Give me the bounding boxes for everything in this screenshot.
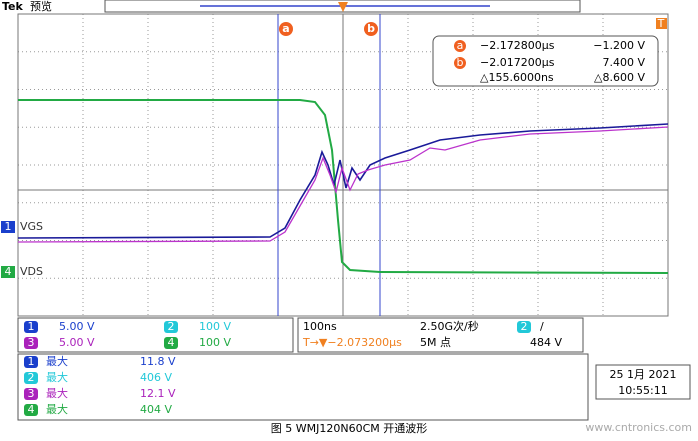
- cursor-b-label: b: [367, 22, 375, 35]
- trigger-marker: T: [657, 17, 665, 30]
- ch1-marker: [1, 221, 15, 233]
- delta-volt: △8.600 V: [594, 71, 645, 84]
- trigger-slope: /: [540, 320, 544, 333]
- vgs2-wave: [17, 126, 669, 243]
- ch1-num: 1: [5, 220, 12, 233]
- a-volt: −1.200 V: [593, 39, 645, 52]
- readout-b-badge: b: [457, 56, 464, 69]
- scale-value: 5.00 V: [59, 320, 95, 333]
- vgs-wave: [17, 123, 669, 239]
- meas-num: 4: [28, 403, 35, 416]
- ch1-name: VGS: [20, 220, 43, 233]
- trigger-channel: 2: [521, 320, 528, 333]
- b-volt: 7.400 V: [602, 56, 645, 69]
- meas-num: 2: [28, 371, 35, 384]
- delta-time: △155.6000ns: [480, 71, 554, 84]
- meas-label: 最大: [46, 354, 68, 368]
- meas-value: 404 V: [140, 403, 172, 416]
- meas-value: 12.1 V: [140, 387, 176, 400]
- scale-badge: [24, 337, 38, 349]
- meas-label: 最大: [46, 402, 68, 416]
- mode: 预览: [30, 0, 52, 13]
- ch4-name: VDS: [20, 265, 43, 278]
- meas-badge: [24, 404, 38, 416]
- b-time: −2.017200µs: [480, 56, 555, 69]
- trigger-position: T→▼−2.073200µs: [302, 336, 402, 349]
- cursor-b-badge: [364, 22, 378, 36]
- measure-panel: [17, 353, 589, 421]
- meas-num: 1: [28, 355, 35, 368]
- date: 25 1月 2021: [610, 368, 677, 381]
- ch4-num: 4: [5, 265, 12, 278]
- meas-value: 11.8 V: [140, 355, 176, 368]
- meas-badge: [24, 356, 38, 368]
- horizontal: 100ns: [303, 320, 337, 333]
- scale-panel: [17, 317, 294, 353]
- cursor-a-badge: [279, 22, 293, 36]
- scale-value: 5.00 V: [59, 336, 95, 349]
- ch4-marker: [1, 266, 15, 278]
- datetime-panel: [595, 364, 691, 400]
- scale-badge: [164, 321, 178, 333]
- brand: Tek: [2, 0, 24, 13]
- scale-badge: [24, 321, 38, 333]
- meas-num: 3: [28, 387, 35, 400]
- record-length: 5M 点: [420, 336, 451, 349]
- scale-num: 3: [28, 336, 35, 349]
- trigger-level: 484 V: [530, 336, 562, 349]
- trigger-pos: [338, 2, 348, 12]
- meas-value: 406 V: [140, 371, 172, 384]
- caption: 图 5 WMJ120N60CM 开通波形: [271, 422, 428, 435]
- scale-value: 100 V: [199, 320, 231, 333]
- meas-badge: [24, 372, 38, 384]
- time: 10:55:11: [618, 384, 667, 397]
- cursor-readout: [432, 35, 659, 87]
- meas-badge: [24, 388, 38, 400]
- scale-value: 100 V: [199, 336, 231, 349]
- readout-a-badge: a: [457, 39, 464, 52]
- a-time: −2.172800µs: [480, 39, 555, 52]
- meas-label: 最大: [46, 370, 68, 384]
- timebase-panel: [297, 317, 584, 353]
- scale-num: 2: [168, 320, 175, 333]
- scale-num: 1: [28, 320, 35, 333]
- cursor-a-label: a: [282, 22, 289, 35]
- watermark: www.cntronics.com: [585, 421, 692, 434]
- meas-label: 最大: [46, 386, 68, 400]
- scale-num: 4: [168, 336, 175, 349]
- vds-wave: [18, 99, 669, 274]
- trigger-level-badge: [656, 18, 667, 29]
- scale-badge: [164, 337, 178, 349]
- sample-rate: 2.50G次/秒: [420, 319, 479, 333]
